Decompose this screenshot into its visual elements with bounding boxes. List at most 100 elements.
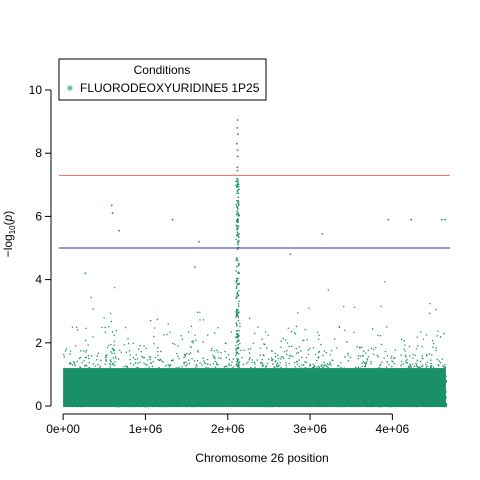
scatter-point (235, 270, 237, 272)
scatter-point (238, 185, 240, 188)
scatter-point (235, 349, 238, 352)
y-tick-label-0: 0 (35, 399, 42, 413)
scatter-point (237, 361, 239, 363)
y-tick-label-2: 4 (35, 273, 42, 287)
x-tick-label-3: 3e+06 (293, 422, 327, 436)
scatter-point (235, 259, 237, 262)
legend-entry-label: FLUORODEOXYURIDINE5 1P25 (80, 81, 260, 95)
scatter-point (237, 201, 240, 203)
scatter-point (236, 333, 239, 335)
scatter-point (238, 264, 240, 266)
scatter-point (238, 188, 240, 190)
scatter-point (237, 344, 240, 346)
y-tick-label-1: 2 (35, 336, 42, 350)
scatter-point (237, 339, 240, 341)
outlier-point-1 (236, 127, 239, 129)
scatter-point (236, 372, 238, 375)
scatter-point (237, 220, 239, 222)
scatter-point (235, 336, 238, 339)
scatter-point (236, 258, 238, 260)
scatter-point (238, 214, 240, 217)
scatter-point (236, 226, 238, 228)
outlier-point-12 (236, 206, 239, 208)
x-tick-label-4: 4e+06 (376, 422, 410, 436)
outlier-point-17 (198, 240, 200, 243)
scatter-point (235, 341, 238, 343)
outlier-point-8 (236, 177, 238, 180)
outlier-point-4 (236, 149, 239, 151)
scatter-point (236, 186, 238, 189)
scatter-point (237, 204, 240, 207)
scatter-point (236, 228, 238, 231)
scatter-point (237, 317, 240, 319)
scatter-point (237, 319, 240, 322)
outlier-point-18 (321, 232, 324, 235)
scatter-point (238, 262, 240, 265)
scatter-point (237, 353, 240, 355)
y-axis-label-sub: 10 (8, 225, 17, 234)
outlier-point-10 (236, 190, 239, 193)
scatter-point (236, 295, 238, 297)
outlier-point-9 (236, 183, 239, 186)
legend-title: Conditions (134, 63, 191, 77)
x-axis-label: Chromosome 26 position (195, 451, 328, 465)
outlier-point-2 (237, 133, 239, 136)
outlier-point-22 (444, 218, 446, 221)
scatter-point (235, 238, 237, 241)
scatter-point (237, 294, 240, 297)
scatter-point (235, 297, 238, 299)
scatter-point (235, 184, 237, 187)
outlier-point-7 (236, 169, 239, 172)
outlier-point-15 (118, 229, 120, 232)
scatter-point (235, 322, 238, 324)
legend-box (58, 58, 267, 101)
scatter-point (236, 248, 239, 250)
scatter-point (236, 279, 239, 281)
scatter-point (236, 347, 239, 349)
scatter-point (235, 204, 238, 206)
data-points (63, 119, 448, 408)
scatter-point (236, 358, 238, 360)
scatter-point (237, 305, 240, 308)
x-tick-label-2: 2e+06 (211, 422, 245, 436)
scatter-point (237, 290, 240, 292)
legend-marker (67, 85, 73, 91)
scatter-point (236, 231, 239, 233)
scatter-point (236, 192, 238, 195)
scatter-point (236, 209, 239, 211)
scatter-point (237, 179, 239, 181)
scatter-point (237, 277, 240, 280)
threshold-lines (59, 174, 450, 249)
scatter-point (237, 260, 239, 262)
y-axis-label-var: p (1, 214, 15, 222)
scatter-point (238, 283, 240, 286)
y-tick-label-5: 10 (29, 83, 43, 97)
outlier-point-20 (410, 218, 413, 221)
scatter-point (237, 365, 240, 368)
scatter-point (236, 330, 238, 332)
scatter-point (238, 203, 240, 206)
scatter-point (238, 282, 240, 285)
scatter-point (237, 235, 240, 237)
scatter-point (238, 367, 240, 369)
scatter-point (237, 243, 239, 246)
outlier-point-14 (111, 212, 114, 215)
scatter-point (236, 351, 238, 354)
scatter-point (237, 196, 240, 198)
scatter-points-dense-band (63, 368, 446, 407)
scatter-point (236, 214, 238, 216)
scatter-point (235, 287, 238, 290)
scatter-point (238, 300, 240, 303)
scatter-point (236, 283, 239, 285)
scatter-point (237, 182, 239, 184)
outlier-point-11 (237, 199, 239, 202)
y-tick-label-3: 6 (35, 209, 42, 223)
scatter-point (236, 323, 238, 326)
scatter-point (236, 180, 239, 183)
outlier-point-0 (236, 119, 239, 121)
x-tick-label-1: 1e+06 (129, 422, 163, 436)
scatter-point (238, 311, 240, 313)
scatter-point (238, 233, 240, 235)
outlier-point-19 (387, 218, 390, 221)
